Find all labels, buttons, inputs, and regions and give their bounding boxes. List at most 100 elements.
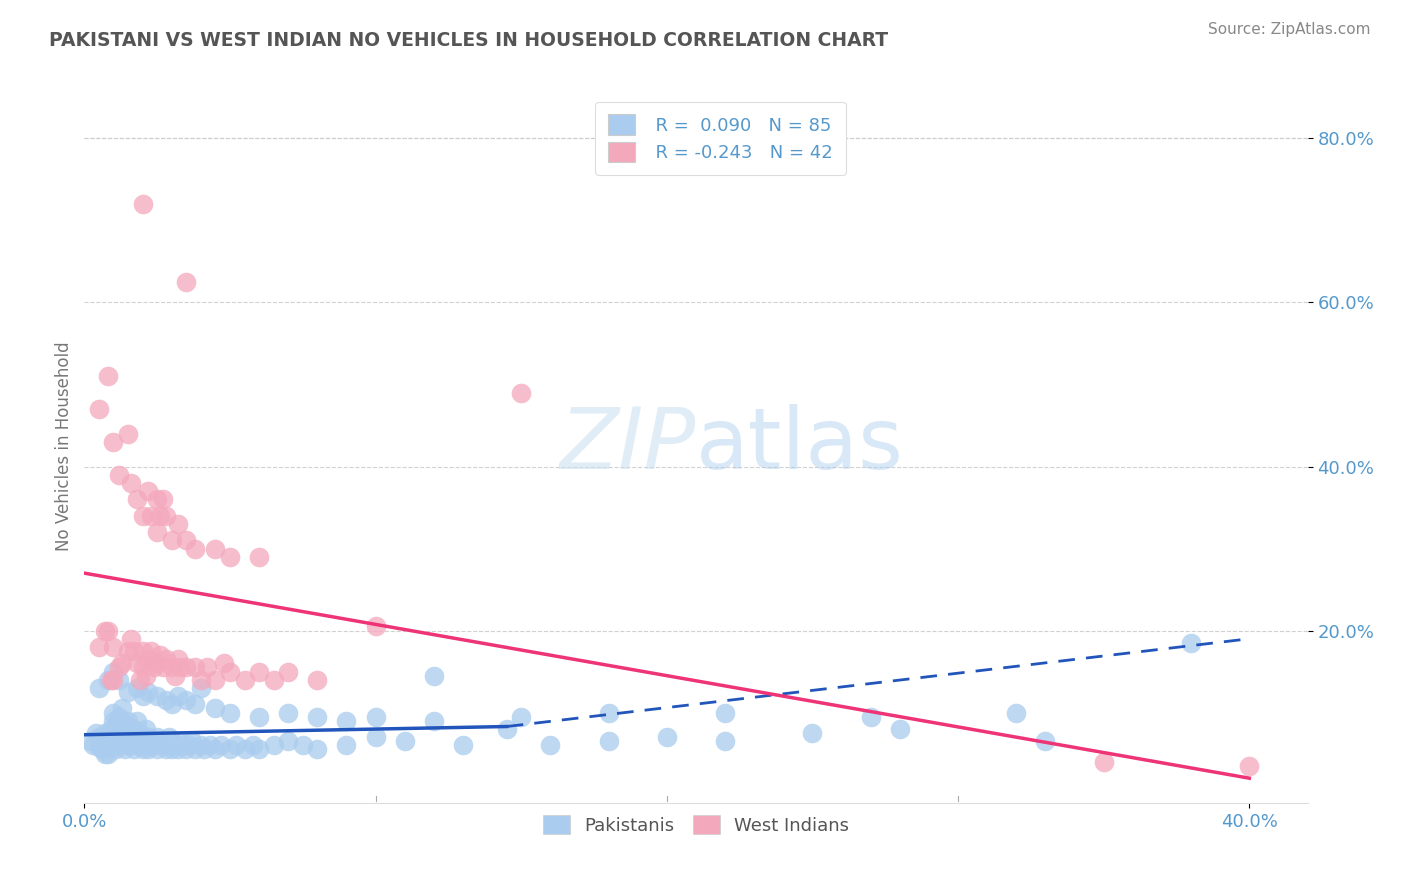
- Point: [172, 739, 194, 753]
- Point: [87, 739, 110, 754]
- Point: [120, 726, 142, 740]
- Point: [263, 739, 285, 753]
- Point: [138, 484, 160, 499]
- Point: [128, 673, 150, 687]
- Point: [131, 689, 153, 703]
- Point: [143, 660, 166, 674]
- Point: [103, 434, 125, 449]
- Point: [146, 742, 169, 756]
- Point: [184, 742, 207, 756]
- Point: [149, 508, 172, 523]
- Point: [184, 660, 207, 674]
- Point: [163, 668, 186, 682]
- Point: [169, 660, 191, 674]
- Point: [146, 492, 169, 507]
- Point: [247, 742, 270, 756]
- Point: [204, 673, 226, 687]
- Point: [219, 549, 242, 564]
- Point: [117, 685, 139, 699]
- Point: [169, 734, 191, 748]
- Point: [105, 742, 128, 756]
- Point: [538, 739, 561, 753]
- Point: [97, 624, 120, 638]
- Point: [125, 657, 148, 671]
- Point: [87, 402, 110, 417]
- Y-axis label: No Vehicles in Household: No Vehicles in Household: [55, 341, 73, 551]
- Point: [219, 742, 242, 756]
- Point: [157, 730, 180, 744]
- Point: [108, 739, 131, 753]
- Point: [125, 492, 148, 507]
- Point: [87, 640, 110, 654]
- Point: [598, 706, 620, 720]
- Point: [160, 660, 183, 674]
- Point: [291, 739, 314, 753]
- Point: [97, 747, 120, 761]
- Point: [141, 734, 163, 748]
- Point: [155, 652, 177, 666]
- Point: [212, 657, 235, 671]
- Point: [135, 722, 157, 736]
- Point: [174, 660, 197, 674]
- Point: [138, 730, 160, 744]
- Point: [307, 673, 329, 687]
- Point: [146, 657, 169, 671]
- Point: [108, 467, 131, 482]
- Point: [714, 706, 737, 720]
- Point: [152, 492, 174, 507]
- Point: [160, 698, 183, 712]
- Point: [889, 722, 911, 736]
- Point: [242, 739, 264, 753]
- Point: [193, 742, 215, 756]
- Point: [79, 734, 101, 748]
- Point: [111, 657, 134, 671]
- Point: [198, 739, 221, 753]
- Point: [138, 685, 160, 699]
- Point: [114, 718, 136, 732]
- Point: [125, 714, 148, 728]
- Point: [131, 742, 153, 756]
- Point: [209, 739, 232, 753]
- Point: [128, 726, 150, 740]
- Point: [174, 533, 197, 548]
- Point: [141, 508, 163, 523]
- Point: [108, 660, 131, 674]
- Point: [277, 665, 299, 679]
- Point: [598, 734, 620, 748]
- Legend: Pakistanis, West Indians: Pakistanis, West Indians: [534, 806, 858, 844]
- Point: [247, 665, 270, 679]
- Point: [166, 516, 188, 531]
- Point: [155, 742, 177, 756]
- Point: [155, 693, 177, 707]
- Point: [204, 541, 226, 556]
- Point: [108, 709, 131, 723]
- Point: [1092, 755, 1115, 769]
- Point: [174, 693, 197, 707]
- Point: [195, 660, 218, 674]
- Point: [141, 644, 163, 658]
- Point: [152, 660, 174, 674]
- Point: [1239, 759, 1261, 773]
- Point: [100, 722, 122, 736]
- Point: [122, 644, 145, 658]
- Point: [108, 673, 131, 687]
- Point: [394, 734, 416, 748]
- Point: [135, 668, 157, 682]
- Point: [495, 722, 517, 736]
- Point: [111, 701, 134, 715]
- Point: [117, 739, 139, 753]
- Point: [103, 726, 125, 740]
- Point: [120, 475, 142, 490]
- Point: [263, 673, 285, 687]
- Point: [510, 385, 533, 400]
- Point: [1180, 636, 1202, 650]
- Point: [155, 508, 177, 523]
- Point: [225, 739, 247, 753]
- Point: [125, 739, 148, 753]
- Point: [364, 730, 387, 744]
- Point: [1035, 734, 1057, 748]
- Point: [160, 533, 183, 548]
- Point: [103, 673, 125, 687]
- Point: [204, 701, 226, 715]
- Point: [233, 673, 256, 687]
